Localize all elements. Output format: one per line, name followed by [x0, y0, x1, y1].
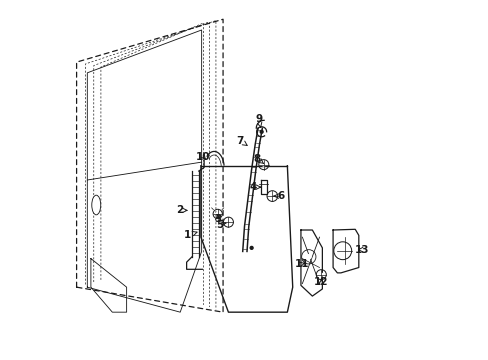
Text: 9: 9 [255, 114, 262, 127]
Text: 6: 6 [273, 191, 284, 201]
Circle shape [339, 247, 346, 254]
Text: 7: 7 [236, 136, 247, 146]
Text: 10: 10 [196, 152, 210, 162]
Circle shape [215, 212, 220, 216]
Circle shape [260, 130, 263, 133]
Text: 5: 5 [215, 220, 225, 230]
Circle shape [261, 162, 265, 167]
Text: 3: 3 [214, 214, 221, 224]
Text: 2: 2 [176, 205, 186, 215]
Circle shape [319, 273, 323, 277]
Text: 4: 4 [249, 182, 260, 192]
Text: 8: 8 [253, 154, 263, 163]
Ellipse shape [92, 195, 101, 215]
Text: 1: 1 [183, 230, 197, 240]
Text: 12: 12 [313, 277, 328, 287]
Circle shape [270, 194, 274, 198]
Circle shape [250, 247, 253, 249]
Circle shape [226, 220, 230, 224]
Text: 11: 11 [294, 259, 308, 269]
Circle shape [305, 254, 311, 260]
Text: 13: 13 [354, 245, 369, 255]
